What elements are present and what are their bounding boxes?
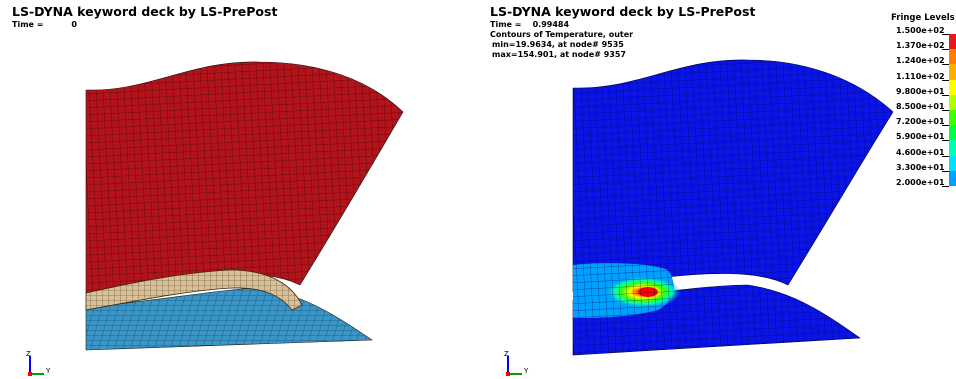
- axis-triad-left: Z Y: [26, 350, 51, 376]
- axis-triad-right: Z Y: [504, 350, 529, 376]
- legend-tick: [942, 94, 949, 96]
- left-model-scene[interactable]: [0, 0, 478, 379]
- axis-z-label: Z: [26, 350, 31, 358]
- right-time-label: Time =: [490, 20, 522, 29]
- legend-tick: [942, 125, 949, 127]
- max-readout: max=154.901, at node# 9357: [492, 50, 626, 59]
- legend-level-label: 3.300e+01: [896, 162, 945, 172]
- axis-z-label: Z: [504, 350, 509, 358]
- legend-swatch: [949, 64, 956, 80]
- legend-tick: [942, 110, 949, 111]
- left-view-title: LS-DYNA keyword deck by LS-PrePost: [12, 4, 278, 19]
- legend-swatch: [949, 79, 956, 95]
- legend-tick: [942, 140, 949, 142]
- left-time-value: 0: [71, 20, 77, 29]
- legend-tick: [942, 155, 949, 157]
- legend-swatch: [949, 155, 956, 171]
- legend-level-label: 2.000e+01: [896, 178, 945, 187]
- legend-level-label: 1.500e+02: [896, 26, 945, 35]
- min-readout: min=19.9634, at node# 9535: [492, 40, 624, 49]
- right-viewport[interactable]: LS-DYNA keyword deck by LS-PrePost Time …: [478, 0, 956, 379]
- legend-level-label: 5.900e+01: [896, 132, 945, 142]
- legend-level-label: 1.240e+02: [896, 56, 945, 66]
- fringe-legend: Fringe Levels 1.500e+02 1.370e+02 1.240e+0…: [888, 13, 956, 203]
- legend-swatch: [949, 94, 956, 110]
- legend-level-label: 8.500e+01: [896, 102, 945, 111]
- legend-level-label: 4.600e+01: [896, 147, 945, 157]
- legend-tick: [942, 34, 949, 35]
- left-time-readout: Time = 0: [12, 20, 77, 30]
- legend-swatch: [949, 34, 956, 50]
- legend-swatch: [949, 170, 956, 186]
- left-viewport[interactable]: LS-DYNA keyword deck by LS-PrePost Time …: [0, 0, 478, 379]
- legend-level-label: 7.200e+01: [896, 117, 945, 127]
- left-time-label: Time =: [12, 20, 44, 29]
- legend-title: Fringe Levels: [891, 13, 955, 23]
- legend-swatch: [949, 125, 956, 141]
- axis-y-label: Y: [45, 367, 51, 375]
- contour-label: Contours of Temperature, outer: [490, 30, 634, 39]
- legend-tick: [942, 186, 949, 187]
- legend-level-label: 1.110e+02: [896, 71, 945, 81]
- right-view-title: LS-DYNA keyword deck by LS-PrePost: [490, 4, 756, 19]
- legend-swatch: [949, 140, 956, 156]
- legend-level-label: 9.800e+01: [896, 86, 945, 96]
- legend-swatch: [949, 110, 956, 126]
- legend-tick: [942, 49, 949, 51]
- right-time-value: 0.99484: [532, 20, 570, 29]
- legend-swatch: [949, 49, 956, 65]
- legend-tick: [942, 79, 949, 81]
- axis-y-label: Y: [523, 367, 529, 375]
- legend-tick: [942, 170, 949, 172]
- legend-tick: [942, 64, 949, 66]
- legend-level-label: 1.370e+02: [896, 41, 945, 51]
- right-model-scene[interactable]: [478, 0, 956, 379]
- right-time-readout: Time = 0.99484: [490, 20, 569, 30]
